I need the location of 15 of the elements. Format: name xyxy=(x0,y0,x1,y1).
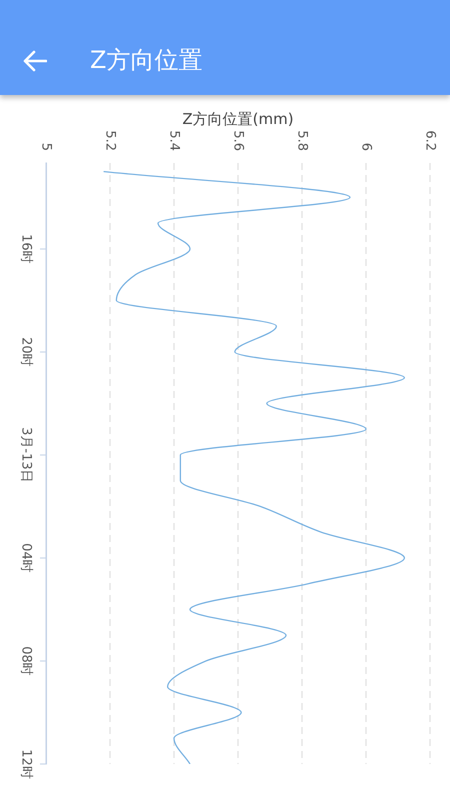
x-tick-label: 5.2 xyxy=(102,130,118,151)
x-tick-label: 5 xyxy=(38,142,54,151)
x-tick-label: 5.8 xyxy=(294,130,310,151)
y-tick-label: 16时 xyxy=(18,234,34,264)
x-tick-label: 5.6 xyxy=(230,130,246,151)
y-tick-label: 3月-13日 xyxy=(18,427,34,483)
x-tick-label: 6.2 xyxy=(422,130,438,151)
y-tick-label: 12时 xyxy=(18,749,34,779)
x-tick-label: 5.4 xyxy=(166,130,182,151)
x-tick-label: 6 xyxy=(358,142,374,151)
y-tick-label: 08时 xyxy=(18,646,34,676)
y-tick-label: 04时 xyxy=(18,543,34,573)
x-axis-title: Z方向位置(mm) xyxy=(182,110,294,128)
chart-title: Z方向位置 xyxy=(90,45,202,76)
y-tick-label: 20时 xyxy=(18,337,34,367)
